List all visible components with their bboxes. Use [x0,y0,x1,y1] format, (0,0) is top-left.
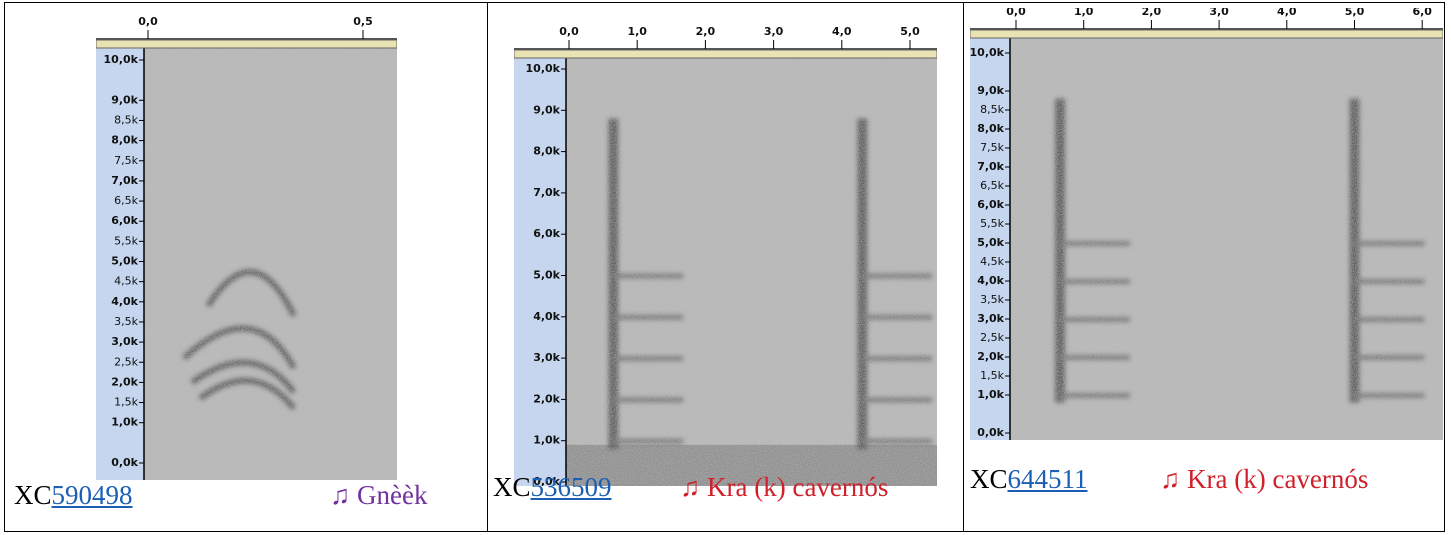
y-tick-label: 8,5k [980,103,1004,116]
y-tick-label: 3,0k [533,351,560,364]
y-tick-label: 5,0k [977,236,1004,249]
x-tick-label: 0,0 [559,25,579,38]
x-tick-label: 2,0 [696,25,716,38]
y-tick-label: 10,0k [970,46,1005,59]
y-tick-label: 8,0k [977,122,1004,135]
y-tick-label: 4,5k [114,275,138,288]
caption: XC536509 [493,472,612,503]
x-tick-label: 5,0 [900,25,920,38]
y-tick-label: 1,5k [980,369,1004,382]
sound-label: ♫ Kra (k) cavernós [1160,464,1369,494]
x-tick-label: 5,0 [1345,8,1365,18]
y-tick-label: 6,5k [114,194,138,207]
y-tick-label: 6,0k [111,214,138,227]
y-tick-label: 4,0k [533,310,560,323]
recording-link[interactable]: 644511 [1007,464,1088,494]
y-tick-label: 3,5k [980,293,1004,306]
y-tick-label: 10,0k [104,53,139,66]
y-tick-label: 2,5k [114,355,138,368]
y-tick-label: 5,0k [111,255,138,268]
y-tick-label: 7,0k [977,160,1004,173]
y-tick-label: 3,0k [111,335,138,348]
y-tick-label: 8,0k [533,145,560,158]
y-tick-label: 10,0k [526,62,561,75]
recording-link[interactable]: 536509 [530,472,612,502]
y-tick-label: 6,5k [980,179,1004,192]
y-tick-label: 7,0k [533,186,560,199]
plot-noise [1010,38,1443,440]
y-tick-label: 0,0k [111,456,138,469]
x-tick-label: 1,0 [627,25,647,38]
y-tick-label: 3,5k [114,315,138,328]
y-tick-label: 8,0k [111,134,138,147]
y-tick-label: 9,0k [533,103,560,116]
y-tick-label: 4,0k [977,274,1004,287]
y-tick-label: 2,5k [980,331,1004,344]
y-axis-bg [970,38,1010,440]
y-tick-label: 6,0k [533,227,560,240]
x-tick-label: 4,0 [832,25,852,38]
y-tick-label: 4,5k [980,255,1004,268]
y-tick-label: 4,0k [111,295,138,308]
y-tick-label: 0,0k [533,475,560,486]
x-tick-label: 0,0 [138,15,158,28]
y-tick-label: 5,0k [533,269,560,282]
y-tick-label: 9,0k [977,84,1004,97]
y-tick-label: 1,0k [533,434,560,447]
sound-label: ♫ Gnèèk [330,480,428,510]
y-tick-label: 1,5k [114,396,138,409]
x-tick-label: 3,0 [1209,8,1229,18]
sound-label: ♫ Kra (k) cavernós [680,472,889,502]
x-tick-label: 1,0 [1074,8,1094,18]
y-tick-label: 2,0k [111,375,138,388]
caption-prefix: XC [970,464,1008,494]
y-tick-label: 2,0k [533,392,560,405]
y-tick-label: 8,5k [114,113,138,126]
caption-prefix: XC [14,480,52,510]
y-tick-label: 7,0k [111,174,138,187]
y-tick-label: 6,0k [977,198,1004,211]
x-tick-label: 0,0 [1006,8,1026,18]
y-tick-label: 5,5k [980,217,1004,230]
recording-link[interactable]: 590498 [51,480,133,510]
y-tick-label: 0,0k [977,426,1004,439]
spectrogram: 10,0k 9,0k 8,5k 8,0k 7,5k 7,0k 6,5k 6,0k 5,5k 5,0… [970,8,1443,440]
x-tick-label: 4,0 [1277,8,1297,18]
y-tick-label: 1,0k [111,416,138,429]
y-tick-label: 1,0k [977,388,1004,401]
y-tick-label: 7,5k [980,141,1004,154]
plot-noise [144,48,397,480]
x-tick-label: 3,0 [764,25,784,38]
x-tick-label: 0,5 [353,15,373,28]
ruler-bar [96,39,397,49]
cell [963,2,1445,532]
ruler-bar [514,49,937,59]
spectrogram: 10,0k 9,0k 8,5k 8,0k 7,5k 7,0k 6,5k 6,0k 5,5k 5,0… [96,8,397,480]
plot-noise [566,58,937,486]
y-tick-label: 9,0k [111,93,138,106]
caption-prefix: XC [493,472,531,502]
ruler-bar [970,29,1443,39]
caption: XC644511 [970,464,1088,495]
y-axis-bg [514,58,566,486]
y-tick-label: 2,0k [977,350,1004,363]
x-tick-label: 6,0 [1412,8,1432,18]
caption: XC590498 [14,480,133,511]
y-tick-label: 3,0k [977,312,1004,325]
y-axis-bg [96,48,144,480]
y-tick-label: 7,5k [114,154,138,167]
y-tick-label: 5,5k [114,234,138,247]
spectrogram: 10,0k 9,0k 8,0k 7,0k 6,0k 5,0k 4,0k 3,0k 2,0k 1,0… [514,8,937,486]
x-tick-label: 2,0 [1142,8,1162,18]
